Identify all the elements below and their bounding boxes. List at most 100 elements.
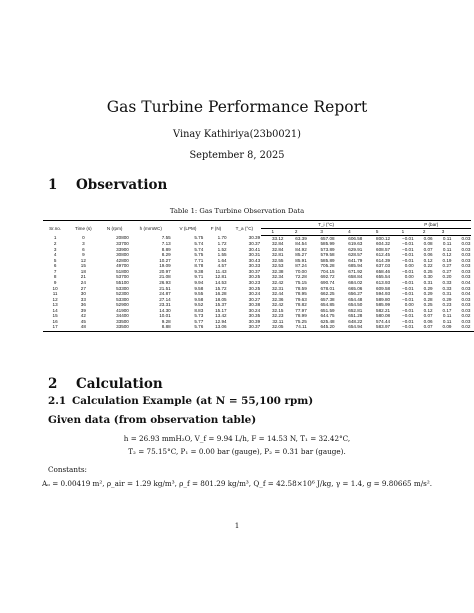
table-cell: 15.72 [215, 285, 227, 291]
table-cell: 574.44 [376, 318, 391, 324]
table-cell: 0.09 [433, 324, 453, 332]
col-header-t5: 5 [363, 228, 392, 236]
table-cell: 13 [52, 302, 58, 308]
table-cell: 7.13 [161, 241, 171, 247]
table-cell: 0.11 [442, 241, 452, 247]
table-row: 7 18 51800 20.97 9.38 11.43 30.37 32.38 70.00 704… [43, 269, 474, 275]
col-header-force: F (N) [204, 220, 228, 236]
table-cell: 14.53 [215, 279, 227, 285]
table-cell: 0 [82, 235, 85, 241]
table-cell: 685.94 [348, 263, 363, 269]
table-cell: 0.12 [423, 307, 433, 313]
table-cell: 32.23 [271, 313, 284, 319]
section-number: 2 [48, 376, 58, 392]
table-subheader-row: 1 2 3 4 5 1 2 3 [43, 228, 474, 236]
table-cell: 0.03 [461, 302, 471, 308]
table-cell: 30.37 [227, 324, 262, 332]
table-cell: 9.58 [194, 296, 204, 302]
table-cell: 0.03 [461, 235, 471, 241]
table-body: 1 0 20800 7.55 5.75 1.70 30.39 33.12 63.39 657.08… [43, 235, 474, 332]
table-cell: 30.33 [248, 263, 261, 269]
table-cell: 21.51 [159, 285, 171, 291]
table-cell: −0.01 [402, 235, 414, 241]
table-cell: 10 [52, 285, 58, 291]
table-cell: 32.81 [271, 252, 284, 258]
table-cell: 85.27 [295, 252, 307, 258]
table-cell: 63.39 [295, 235, 307, 241]
table-cell: 612.45 [376, 252, 391, 258]
table-cell: 16.28 [215, 291, 227, 297]
table-cell: 8.78 [194, 263, 204, 269]
table-cell: −0.01 [402, 296, 414, 302]
table-cell: 53700 [116, 274, 129, 280]
table-cell: 33700 [116, 241, 129, 247]
table-cell: 36 [80, 302, 86, 308]
table-cell: −0.01 [402, 268, 414, 274]
table-cell: 42 [80, 313, 86, 319]
table-cell: 0.12 [442, 252, 452, 258]
table-cell: 0.00 [404, 274, 414, 280]
table-cell: 15 [52, 313, 58, 319]
table-cell: 32.36 [271, 296, 284, 302]
table-cell: 30.38 [248, 302, 261, 308]
table-cell: 5.74 [194, 241, 204, 247]
table-row: 2 3 33700 7.13 5.74 1.72 30.37 32.84 84.54 585.99… [43, 241, 474, 247]
table-cell: 33.12 [271, 235, 284, 241]
table-cell: 637.03 [376, 263, 391, 269]
table-cell: 75.25 [295, 318, 307, 324]
table-cell: 51800 [116, 268, 129, 274]
table-cell: 0.07 [414, 324, 434, 332]
table-cell: 72.28 [295, 274, 307, 280]
table-row: 5 12 42800 10.27 7.71 1.64 30.43 32.55 85.91 585.… [43, 258, 474, 264]
table-row: 10 27 53300 21.51 9.58 15.72 30.25 32.31 78.59 67… [43, 286, 474, 292]
table-cell: 657.38 [320, 296, 335, 302]
table-cell: 32.11 [272, 318, 284, 324]
table-cell: 78.82 [295, 302, 307, 308]
table-cell: 33 [80, 296, 86, 302]
table-cell: 27.14 [159, 296, 171, 302]
table-cell: 0.07 [423, 246, 433, 252]
table-cell: 609.58 [376, 285, 391, 291]
table-cell: 84.92 [295, 246, 307, 252]
table-row: 8 21 53700 21.08 9.71 12.81 30.25 32.34 72.28 692… [43, 274, 474, 280]
table-cell: 30.25 [248, 274, 261, 280]
table-cell: 1.52 [217, 246, 227, 252]
table-cell: 0.25 [423, 268, 433, 274]
table-cell: 7 [53, 268, 57, 274]
table-cell: 651.59 [320, 307, 335, 313]
col-header-ambient-temp: T_a (°C) [227, 220, 262, 236]
table-cell: 0.27 [442, 263, 452, 269]
table-cell: 0.02 [452, 324, 472, 332]
table-cell: 585.89 [320, 257, 335, 263]
table-cell: 11.43 [215, 268, 227, 274]
table-cell: 0.22 [423, 263, 433, 269]
table-cell: 0.33 [442, 285, 452, 291]
table-cell: 0.03 [461, 257, 471, 263]
section-number: 1 [48, 177, 58, 193]
table-cell: 10.01 [159, 313, 171, 319]
table-row: 12 33 53300 27.14 9.58 18.05 30.27 32.36 79.63 65… [43, 297, 474, 303]
table-cell: 32.42 [271, 279, 284, 285]
table-cell: 0.11 [442, 235, 452, 241]
table-cell: 32.55 [271, 257, 284, 263]
table-cell: 0.00 [404, 302, 414, 308]
table-cell: 14.30 [159, 307, 171, 313]
col-header-t4: 4 [335, 228, 364, 236]
table-cell: 34400 [116, 313, 129, 319]
col-header-srno: Sr.no. [43, 220, 68, 236]
table-cell: 651.28 [348, 313, 363, 319]
table-cell: 32.31 [271, 285, 284, 291]
date-line: September 8, 2025 [189, 150, 285, 161]
subsection-number: 2.1 [48, 395, 67, 407]
table-cell: 0.11 [442, 318, 452, 324]
page-number: 1 [234, 521, 240, 530]
table-cell: 32.53 [271, 263, 284, 269]
table-cell: 0.03 [461, 252, 471, 258]
table-cell: 53300 [116, 296, 129, 302]
author-line: Vinay Kathiriya(23b0021) [173, 129, 301, 140]
table-cell: 12.81 [215, 274, 227, 280]
table-row: 1 0 20800 7.55 5.75 1.70 30.39 33.12 63.39 657.08… [43, 235, 474, 241]
table-cell: 24.87 [159, 291, 171, 297]
table-cell: 9.55 [194, 291, 204, 297]
table-cell: 84.54 [295, 241, 307, 247]
